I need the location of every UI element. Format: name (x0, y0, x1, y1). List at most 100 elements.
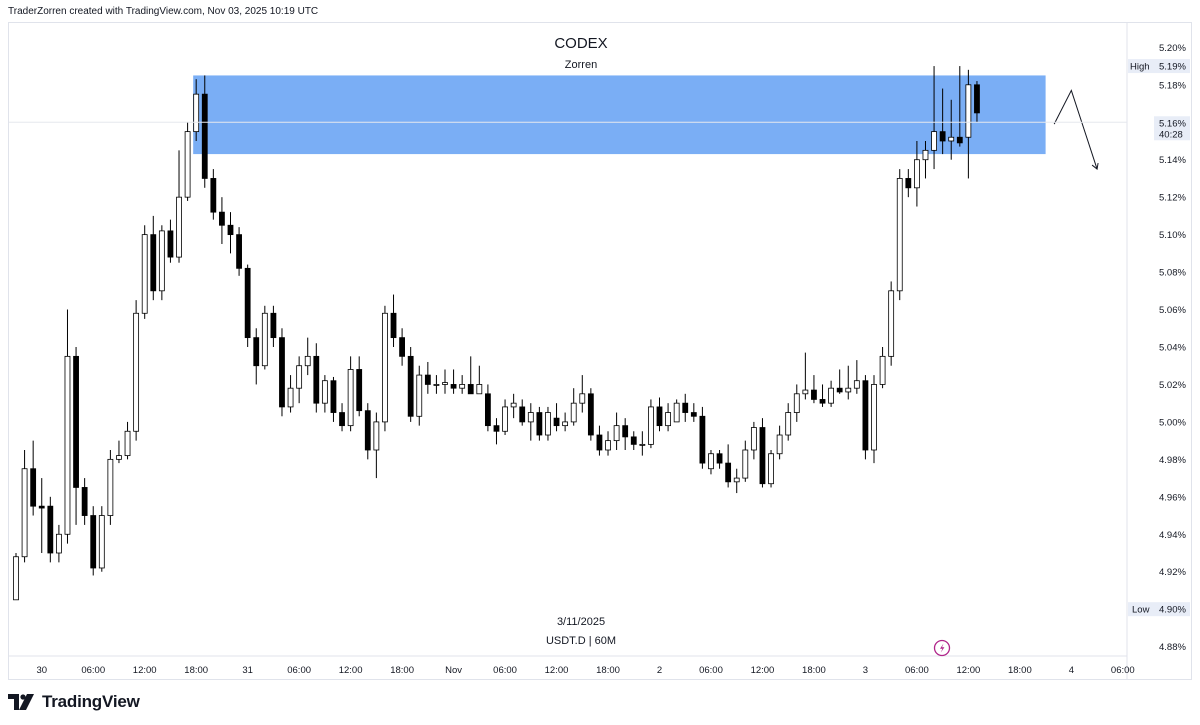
high-marker-bg (1128, 59, 1190, 74)
candle (673, 399, 680, 423)
candle (914, 140, 920, 207)
low-marker-value: 4.90% (1159, 605, 1186, 616)
candle-body (939, 131, 946, 142)
current-price-countdown: 40:28 (1159, 129, 1183, 140)
candle-body (519, 406, 526, 423)
candle (974, 81, 980, 123)
candle (424, 361, 431, 394)
tradingview-logo-icon (8, 694, 34, 710)
candle (708, 449, 714, 475)
candle-body (896, 178, 903, 292)
candle (776, 425, 783, 460)
candle (219, 197, 225, 244)
candle-body (98, 515, 105, 569)
y-tick-label: 4.98% (1159, 455, 1186, 466)
lightning-icon[interactable] (933, 639, 951, 657)
candle (733, 468, 740, 494)
candle (158, 225, 165, 301)
low-marker-bg (1128, 602, 1190, 617)
candle (81, 478, 88, 525)
candle-body (373, 421, 380, 451)
candle-body (107, 458, 114, 516)
candle-body (879, 355, 886, 385)
chart-canvas[interactable]: 5.20% 5.18% 5.14% 5.12% 5.10% 5.08% 5.06% 5.04%… (9, 23, 1191, 679)
chart-subtitle: Zorren (565, 59, 597, 71)
y-tick-label: 4.94% (1159, 530, 1186, 541)
candle-body (261, 312, 268, 367)
candle-body (321, 380, 328, 404)
candle (622, 418, 629, 450)
candle-body (150, 234, 157, 292)
candle (107, 449, 114, 525)
candle (956, 66, 963, 147)
candle (98, 506, 105, 572)
candle (793, 384, 800, 422)
high-marker-value: 5.19% (1159, 62, 1186, 73)
candle-body (399, 337, 406, 357)
candle (931, 66, 937, 170)
candle-body (845, 387, 852, 393)
x-tick-label: 06:00 (493, 665, 517, 676)
candle (184, 122, 191, 201)
candle-body (493, 425, 500, 432)
candle-body (47, 505, 54, 554)
tradingview-logo[interactable]: TradingView (8, 691, 140, 713)
candle-body (733, 477, 740, 483)
candle-body (708, 453, 714, 470)
candle-body (656, 406, 663, 427)
x-tick-label: 18:00 (184, 665, 208, 676)
candle-body (356, 369, 363, 412)
projection-arrowhead (1091, 162, 1099, 170)
candle-body (862, 380, 869, 451)
candle-body (64, 355, 71, 535)
x-tick-label: 4 (1069, 665, 1074, 676)
candle (73, 346, 79, 525)
candle-body (141, 234, 148, 314)
candle-body (665, 412, 671, 427)
candle (442, 369, 448, 394)
candle (879, 346, 886, 389)
candle-body (467, 384, 474, 395)
candle-body (802, 389, 809, 395)
candle-body (587, 393, 594, 436)
candle (476, 365, 483, 395)
supply-zone (193, 75, 1046, 155)
candle (699, 406, 706, 469)
candle (845, 365, 852, 400)
candle (356, 356, 363, 417)
candle (304, 337, 311, 376)
chart-frame: 5.20% 5.18% 5.14% 5.12% 5.10% 5.08% 5.06% 5.04%… (8, 22, 1192, 680)
current-price-bg (1154, 116, 1190, 141)
candle-body (673, 402, 680, 423)
candle-body (219, 211, 225, 226)
candle (21, 449, 28, 563)
candle-body (527, 412, 534, 423)
candle-body (124, 430, 131, 457)
candle-body (30, 468, 37, 507)
candle-body (828, 387, 834, 404)
candle (261, 305, 268, 370)
candle-body (510, 402, 517, 408)
candle (656, 397, 663, 432)
x-tick-label: 18:00 (596, 665, 620, 676)
candle (459, 375, 466, 394)
current-price-marker: 5.16%40:28 (9, 116, 1190, 141)
candle (30, 440, 37, 516)
y-tick-label: 4.96% (1159, 492, 1186, 503)
candle-body (407, 355, 414, 417)
candle (201, 75, 208, 188)
y-tick-label: 5.04% (1159, 342, 1186, 353)
candle (321, 375, 328, 413)
candle-body (304, 355, 311, 367)
candle-body (502, 406, 508, 432)
candle-body (716, 453, 723, 464)
candle-body (605, 440, 611, 451)
candle (768, 449, 774, 488)
candle-body (184, 131, 191, 198)
y-tick-label: 5.06% (1159, 305, 1186, 316)
candle-body (974, 84, 980, 114)
projection-line (1053, 89, 1098, 170)
y-tick-label: 5.08% (1159, 268, 1186, 279)
candle (742, 440, 749, 482)
low-marker: Low 4.90% (1128, 602, 1190, 617)
